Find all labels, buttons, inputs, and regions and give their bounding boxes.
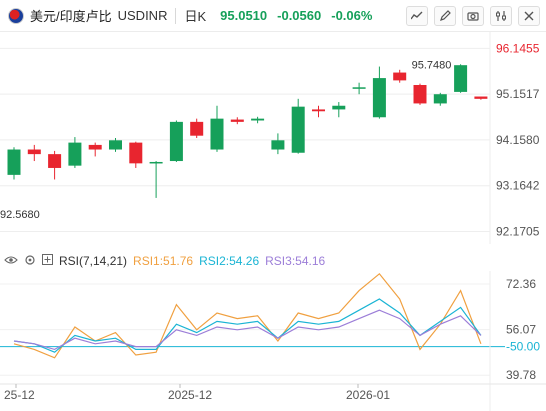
rsi-label: RSI(7,14,21) [59,254,128,268]
rsi-tick-label: 72.36 [506,277,536,291]
price-grid [0,32,491,244]
rsi-series-line [13,272,482,359]
pair-name: 美元/印度卢比 [30,9,112,24]
candle-body [88,144,102,150]
candle-body [271,140,285,150]
candle-body [291,106,305,153]
time-axis: 25-12 2025-12 2026-01 [0,383,546,402]
settings-icon[interactable] [490,5,512,26]
rsi3-value: RSI3:54.16 [265,254,326,268]
rsi-tick-label: 56.07 [506,323,536,337]
candle-body [169,121,183,162]
candle-body [48,154,62,168]
candle-body [352,87,366,89]
candle-body [210,118,224,150]
price-change: -0.0560 [277,8,322,23]
settings-gear-icon[interactable] [24,254,36,269]
line-chart-icon[interactable] [406,5,428,26]
price-tick-label: 92.1705 [496,225,540,239]
pair-code: USDINR [117,8,168,23]
rsi-tick-label: 39.78 [506,368,536,382]
candle-body [7,149,21,175]
rsi-chart[interactable]: 72.36 56.07 -50.00 39.78 25-12 2025-12 2026-0… [0,271,546,411]
candle-body [433,94,447,104]
candle-body [190,121,204,136]
high-price-label: 95.7480 [412,59,452,71]
close-icon[interactable] [518,5,540,26]
quote-header: 美元/印度卢比 USDINR 日K 95.0510 -0.0560 -0.06% [0,0,546,32]
candle-body [312,109,325,112]
time-tick-label: 2026-01 [346,388,390,402]
rsi-header: RSI(7,14,21) RSI1:51.76 RSI2:54.26 RSI3:… [0,252,325,270]
candle-body [27,149,41,155]
candle-body [413,85,427,104]
price-tick-label: 94.1580 [496,133,540,147]
candle-body [454,65,468,92]
rsi-tick-label: -50.00 [506,340,540,354]
eye-icon[interactable] [4,254,18,268]
candle-body [393,72,407,81]
rsi-grid [0,271,505,411]
candle-body [129,142,143,164]
candle-body [372,78,386,118]
price-tick-label: 93.1642 [496,179,540,193]
expand-icon[interactable] [42,254,53,268]
candle-body [230,119,244,122]
price-annotations: 95.7480 92.5680 [0,59,451,221]
candle-body [68,142,82,166]
candle-body [251,118,265,121]
rsi1-value: RSI1:51.76 [133,254,194,268]
rsi-lines [13,272,482,359]
candle-body [332,105,346,110]
time-tick-label: 25-12 [4,388,35,402]
candle-body [149,161,163,164]
rsi2-value: RSI2:54.26 [199,254,260,268]
draw-icon[interactable] [434,5,456,26]
price-tick-label: 96.1455 [496,41,540,55]
last-price: 95.0510 [220,8,268,23]
rsi-series-line [13,298,482,353]
price-axis: 96.1455 95.1517 94.1580 93.1642 92.1705 [496,41,540,238]
candle-body [474,96,488,99]
interval-selector[interactable]: 日K [184,9,207,24]
price-tick-label: 95.1517 [496,87,540,101]
candle-body [109,140,122,150]
time-tick-label: 2025-12 [168,388,212,402]
price-candles [7,64,488,198]
low-price-label: 92.5680 [0,209,40,221]
rsi-series-line [13,309,482,351]
camera-icon[interactable] [462,5,484,26]
divider [175,7,177,24]
toolbar [406,5,540,26]
price-chart[interactable]: 96.1455 95.1517 94.1580 93.1642 92.1705 95.7… [0,32,546,244]
price-change-percent: -0.06% [331,8,373,23]
rsi-axis: 72.36 56.07 -50.00 39.78 [506,277,540,382]
currency-flag-icon [8,7,24,24]
